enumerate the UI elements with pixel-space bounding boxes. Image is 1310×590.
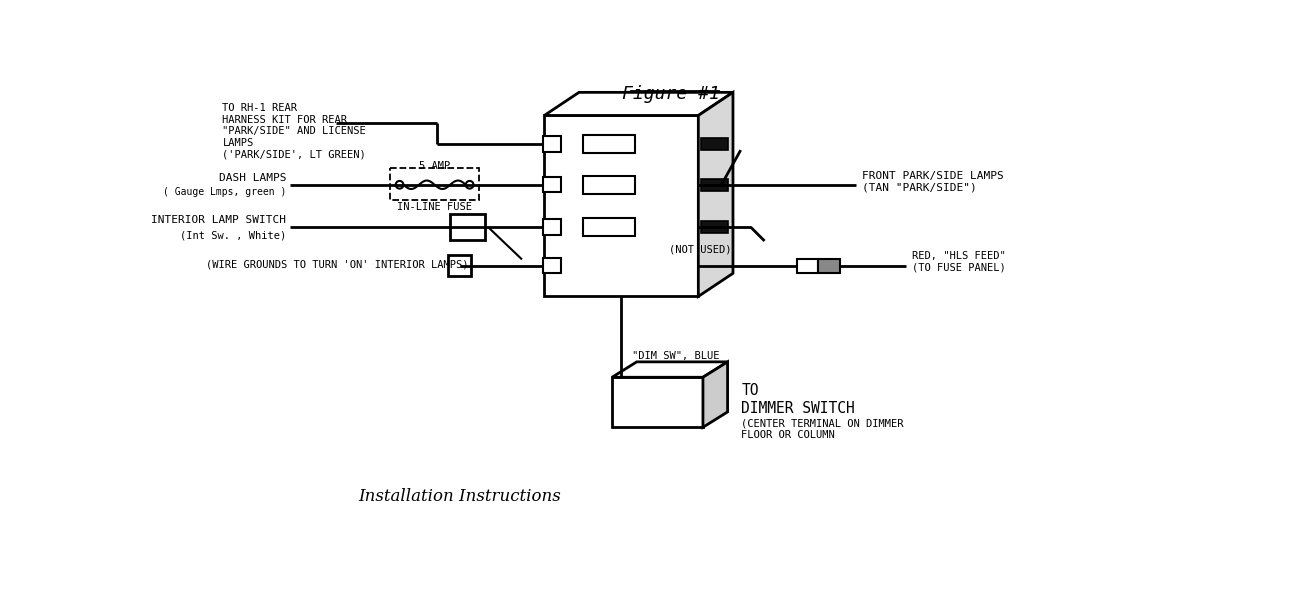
Text: ( Gauge Lmps, green ): ( Gauge Lmps, green ) [162, 187, 287, 197]
Bar [701, 221, 727, 233]
Text: (NOT USED): (NOT USED) [669, 244, 731, 254]
Text: "DIM SW", BLUE: "DIM SW", BLUE [633, 350, 719, 360]
Bar [612, 377, 703, 427]
Polygon shape [545, 93, 734, 116]
Text: Installation Instructions: Installation Instructions [358, 488, 561, 505]
Bar [545, 116, 698, 296]
Bar [583, 175, 635, 194]
Text: FRONT PARK/SIDE LAMPS
(TAN "PARK/SIDE"): FRONT PARK/SIDE LAMPS (TAN "PARK/SIDE") [862, 171, 1003, 192]
Polygon shape [612, 362, 727, 377]
Text: RED, "HLS FEED"
(TO FUSE PANEL): RED, "HLS FEED" (TO FUSE PANEL) [912, 251, 1006, 273]
Text: TO RH-1 REAR
HARNESS KIT FOR REAR
"PARK/SIDE" AND LICENSE
LAMPS
('PARK/SIDE', LT: TO RH-1 REAR HARNESS KIT FOR REAR "PARK/… [223, 103, 367, 159]
Text: Figure #1: Figure #1 [622, 84, 721, 103]
Text: DASH LAMPS: DASH LAMPS [219, 173, 287, 183]
Bar [542, 258, 561, 273]
Text: (CENTER TERMINAL ON DIMMER
FLOOR OR COLUMN: (CENTER TERMINAL ON DIMMER FLOOR OR COLU… [741, 419, 904, 441]
Bar [701, 179, 727, 191]
Bar [448, 255, 472, 276]
Bar [819, 258, 840, 273]
Bar [451, 214, 485, 240]
Bar [390, 168, 479, 200]
Text: INTERIOR LAMP SWITCH: INTERIOR LAMP SWITCH [152, 215, 287, 225]
Text: (WIRE GROUNDS TO TURN 'ON' INTERIOR LAMPS): (WIRE GROUNDS TO TURN 'ON' INTERIOR LAMP… [206, 260, 468, 270]
Bar [583, 218, 635, 237]
Bar [701, 138, 727, 150]
Bar [542, 177, 561, 192]
Text: TO
DIMMER SWITCH: TO DIMMER SWITCH [741, 384, 855, 416]
Bar [542, 219, 561, 235]
Text: 5 AMP: 5 AMP [419, 161, 451, 171]
Bar [542, 136, 561, 152]
Bar [796, 258, 819, 273]
Bar [583, 135, 635, 153]
Text: IN-LINE FUSE: IN-LINE FUSE [397, 202, 473, 212]
Polygon shape [698, 93, 734, 296]
Text: (Int Sw. , White): (Int Sw. , White) [181, 230, 287, 240]
Polygon shape [703, 362, 727, 427]
